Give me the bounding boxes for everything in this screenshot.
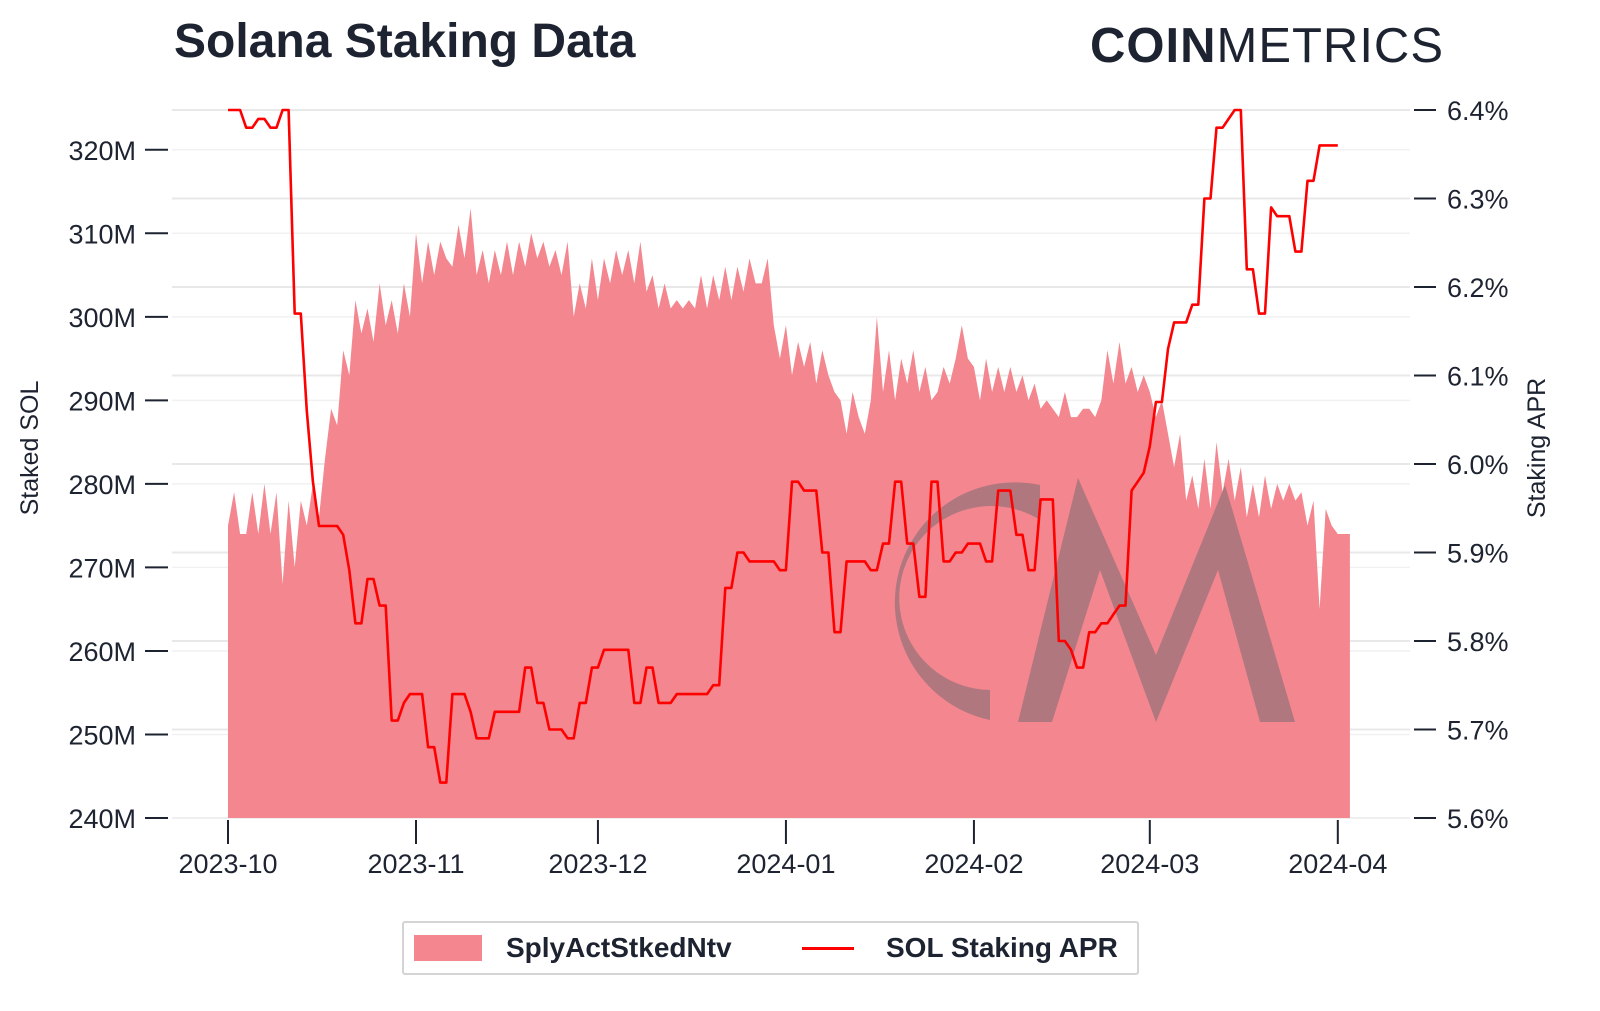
legend-swatch-area	[414, 935, 482, 961]
legend-label-staked: SplyActStkedNtv	[506, 932, 732, 963]
axes: 5.6% 5.7% 5.8% 5.9% 6.0% 6.1% 6.2% 6.3% 6.4% 240M…	[68, 96, 1508, 879]
y-left-tick-label: 300M	[68, 303, 136, 333]
y-right-tick-label: 6.2%	[1447, 273, 1509, 303]
x-tick-label: 2023-11	[367, 849, 464, 879]
chart-plot: 5.6% 5.7% 5.8% 5.9% 6.0% 6.1% 6.2% 6.3% 6.4% 240M…	[16, 96, 1551, 879]
legend-item-apr: SOL Staking APR	[802, 923, 1118, 973]
y-left-tick-label: 270M	[68, 553, 136, 583]
y-right-tick-label: 5.9%	[1447, 539, 1509, 569]
legend-swatch-line	[802, 946, 854, 950]
y-left-tick-label: 280M	[68, 470, 136, 500]
staking-apr-line	[228, 108, 1338, 784]
x-tick-label: 2023-10	[178, 849, 277, 879]
x-tick-label: 2024-01	[736, 849, 835, 879]
y-right-tick-label: 5.7%	[1447, 716, 1509, 746]
y-left-tick-label: 320M	[68, 136, 136, 166]
y-left-tick-label: 240M	[68, 804, 136, 834]
y-right-tick-label: 6.3%	[1447, 185, 1509, 215]
line-series-layer	[228, 108, 1338, 784]
legend-label-apr: SOL Staking APR	[886, 932, 1118, 963]
y-axis-left-title: Staked SOL	[16, 381, 44, 516]
y-axis-right-title: Staking APR	[1523, 378, 1551, 518]
x-tick-label: 2023-12	[548, 849, 647, 879]
cm-watermark	[894, 478, 1295, 722]
legend: SplyActStkedNtv SOL Staking APR	[402, 921, 1139, 975]
y-right-tick-label: 5.6%	[1447, 804, 1509, 834]
x-tick-label: 2024-03	[1100, 849, 1199, 879]
y-right-tick-label: 6.4%	[1447, 96, 1509, 126]
y-right-tick-label: 6.1%	[1447, 362, 1509, 392]
brand-bold: COIN	[1090, 19, 1217, 73]
x-tick-label: 2024-04	[1288, 849, 1387, 879]
x-tick-label: 2024-02	[924, 849, 1023, 879]
y-left-tick-label: 260M	[68, 637, 136, 667]
y-left-tick-label: 250M	[68, 720, 136, 750]
coinmetrics-logo: COINMETRICS	[1090, 18, 1444, 74]
y-right-tick-label: 5.8%	[1447, 627, 1509, 657]
y-right-tick-label: 6.0%	[1447, 450, 1509, 480]
watermark-c-shape	[894, 482, 1040, 720]
y-left-tick-label: 290M	[68, 386, 136, 416]
watermark-m-shape	[1018, 478, 1295, 722]
chart-title: Solana Staking Data	[174, 15, 636, 68]
legend-item-staked: SplyActStkedNtv	[414, 923, 732, 973]
y-left-tick-label: 310M	[68, 219, 136, 249]
brand-light: METRICS	[1216, 19, 1444, 73]
